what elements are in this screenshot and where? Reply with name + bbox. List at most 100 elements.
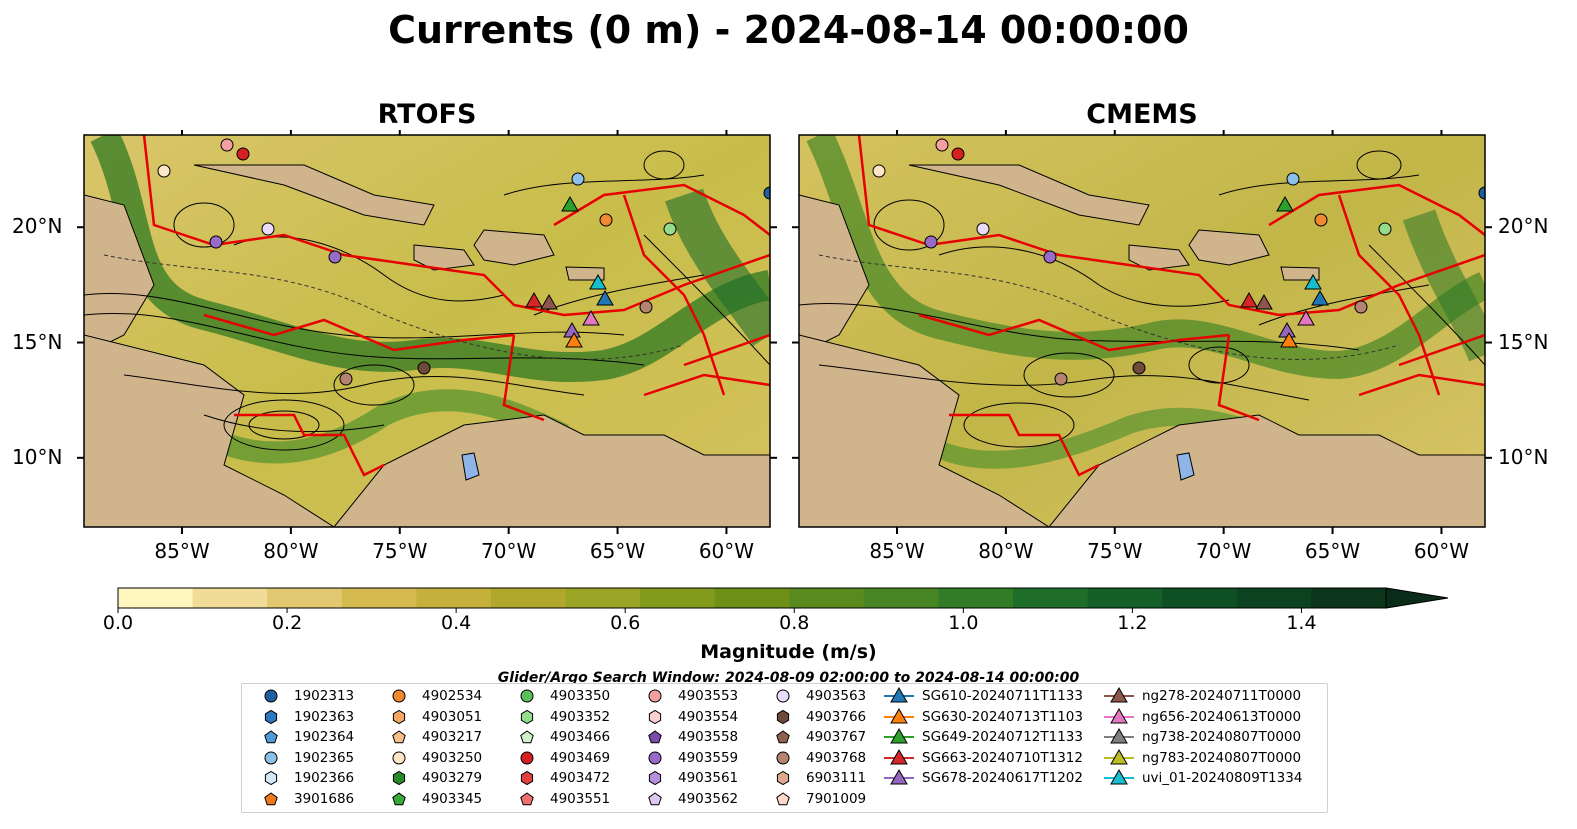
pentagon-marker-icon xyxy=(776,730,790,744)
legend-item-label: 1902364 xyxy=(294,729,355,746)
legend-item-label: 4903554 xyxy=(678,708,739,725)
colorbar-segment xyxy=(118,588,194,608)
x-tick-label: 80°W xyxy=(978,539,1034,563)
triangle-marker-icon xyxy=(884,748,914,765)
colorbar-label: Magnitude (m/s) xyxy=(700,641,877,663)
legend-item-1902364: 1902364 xyxy=(254,728,354,746)
circle-marker-icon xyxy=(520,751,534,765)
pentagon-marker-icon xyxy=(520,730,534,744)
legend-item-4902534: 4902534 xyxy=(382,687,482,705)
hexagon-marker-icon xyxy=(264,709,278,724)
circle-marker-icon xyxy=(648,751,662,765)
search-window-text: Glider/Argo Search Window: 2024-08-09 02… xyxy=(497,670,1080,686)
hexagon-marker-icon xyxy=(648,709,662,724)
legend-item-SG630-20240713T1103: SG630-20240713T1103 xyxy=(882,707,1083,726)
legend-item-label: 4902534 xyxy=(422,688,483,704)
legend-item-4903279: 4903279 xyxy=(382,769,482,787)
legend-item-label: 4903561 xyxy=(678,770,739,787)
legend-item-label: 4903469 xyxy=(550,749,611,766)
colorbar-segment xyxy=(863,588,939,608)
x-tick-label: 70°W xyxy=(1196,539,1252,563)
panel-title-cmems: CMEMS xyxy=(1086,99,1198,130)
legend-item-SG610-20240711T1133: SG610-20240711T1133 xyxy=(882,687,1083,705)
circle-marker-icon xyxy=(264,689,278,703)
legend-item-label: 7901009 xyxy=(806,791,867,807)
legend-item-label: SG649-20240712T1133 xyxy=(922,729,1083,746)
triangle-marker-icon xyxy=(884,728,914,744)
legend-item-label: 4903352 xyxy=(550,708,611,725)
colorbar-segment xyxy=(1013,588,1089,608)
colorbar xyxy=(117,587,1449,613)
x-tick-label: 60°W xyxy=(1413,539,1470,563)
y-tick-label: 15°N xyxy=(12,329,63,354)
legend-item-label: 4903559 xyxy=(678,749,739,766)
hexagon-marker-icon xyxy=(392,709,406,724)
legend-item-4903559: 4903559 xyxy=(638,749,738,767)
x-tick-label: 70°W xyxy=(481,539,537,563)
hexagon-marker-icon xyxy=(520,709,534,724)
colorbar-segment xyxy=(565,588,641,608)
legend-item-SG678-20240617T1202: SG678-20240617T1202 xyxy=(882,769,1083,787)
colorbar-segment xyxy=(341,588,417,608)
colorbar-segment xyxy=(1087,588,1163,608)
legend-item-4903472: 4903472 xyxy=(510,769,610,787)
x-tick-label: 75°W xyxy=(372,539,428,563)
map-canvas-cmems xyxy=(799,135,1485,527)
legend-item-label: 4903051 xyxy=(422,708,483,725)
figure-title: Currents (0 m) - 2024-08-14 00:00:00 xyxy=(388,8,1189,52)
circle-marker-icon xyxy=(520,689,534,703)
legend-item-label: 4903551 xyxy=(550,791,611,807)
legend-item-4903767: 4903767 xyxy=(766,728,866,746)
hexagon-marker-icon xyxy=(648,771,662,786)
pentagon-marker-icon xyxy=(392,792,406,806)
legend-item-4903217: 4903217 xyxy=(382,728,482,746)
pentagon-marker-icon xyxy=(264,730,278,744)
x-tick-label: 65°W xyxy=(1304,539,1361,563)
colorbar-segment xyxy=(192,588,268,608)
legend-item-label: SG630-20240713T1103 xyxy=(922,708,1083,725)
hexagon-marker-icon xyxy=(264,771,278,786)
pentagon-marker-icon xyxy=(776,792,790,806)
legend-item-4903558: 4903558 xyxy=(638,728,738,746)
colorbar-tick-label: 0.6 xyxy=(610,612,641,634)
colorbar-extend-arrow xyxy=(1385,587,1449,609)
legend-item-label: uvi_01-20240809T1334 xyxy=(1142,770,1303,787)
legend-item-1902365: 1902365 xyxy=(254,749,354,767)
x-tick-label: 85°W xyxy=(869,539,925,563)
legend-item-4903553: 4903553 xyxy=(638,687,738,705)
circle-marker-icon xyxy=(392,751,406,765)
legend-item-label: 4903466 xyxy=(550,729,611,746)
colorbar-segment xyxy=(1162,588,1238,608)
legend-item-label: ng656-20240613T0000 xyxy=(1142,708,1302,725)
legend-item-1902313: 1902313 xyxy=(254,687,354,705)
colorbar-tick-label: 1.4 xyxy=(1286,612,1317,634)
colorbar-segment xyxy=(267,588,343,608)
legend-item-ng278-20240711T0000: ng278-20240711T0000 xyxy=(1102,687,1301,705)
legend-item-label: 4903350 xyxy=(550,688,611,704)
legend-item-4903250: 4903250 xyxy=(382,749,482,767)
colorbar-segment xyxy=(416,588,492,608)
triangle-marker-icon xyxy=(1104,707,1134,724)
legend-item-4903562: 4903562 xyxy=(638,790,738,808)
map-panel-rtofs xyxy=(84,135,770,527)
legend-item-SG649-20240712T1133: SG649-20240712T1133 xyxy=(882,728,1083,746)
colorbar-tick-label: 0.4 xyxy=(441,612,472,634)
legend-item-4903563: 4903563 xyxy=(766,687,866,705)
legend-item-label: 4903472 xyxy=(550,770,611,787)
triangle-marker-icon xyxy=(884,687,914,703)
map-panel-cmems xyxy=(799,135,1485,527)
legend-item-4903554: 4903554 xyxy=(638,708,738,726)
legend: 1902313 1902363 1902364 1902365 1902366 39016… xyxy=(241,683,1328,813)
colorbar-tick-label: 0.0 xyxy=(102,612,134,634)
colorbar-segment xyxy=(938,588,1014,608)
legend-item-label: 4903558 xyxy=(678,729,739,746)
x-tick-label: 75°W xyxy=(1087,539,1143,563)
legend-item-label: SG610-20240711T1133 xyxy=(922,688,1083,704)
x-tick-label: 65°W xyxy=(589,539,646,563)
hexagon-marker-icon xyxy=(520,771,534,786)
colorbar-frame xyxy=(117,587,1387,609)
hexagon-marker-icon xyxy=(392,771,406,786)
x-tick-label: 85°W xyxy=(154,539,210,563)
legend-item-label: SG663-20240710T1312 xyxy=(922,749,1083,766)
y-tick-label: 10°N xyxy=(1498,444,1549,469)
